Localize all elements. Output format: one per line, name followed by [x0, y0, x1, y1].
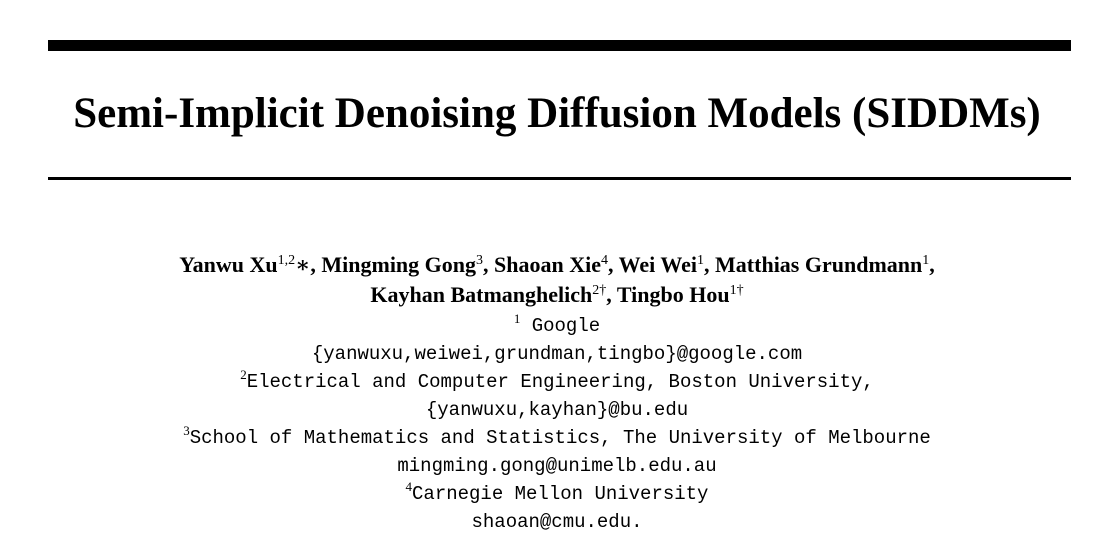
author-name: Shaoan Xie: [494, 252, 601, 277]
affiliation-4: 4Carnegie Mellon University: [0, 480, 1114, 508]
affiliation-mark: 4: [405, 479, 413, 494]
affiliation-4-email: shaoan@cmu.edu.: [471, 511, 643, 533]
affiliation-2-email: {yanwuxu,kayhan}@bu.edu: [425, 399, 689, 421]
author-separator: ,: [606, 282, 617, 307]
author-affiliation-mark: 1,2: [277, 253, 296, 268]
affiliation-1: 1 Google: [0, 312, 1114, 340]
affiliation-3-email: mingming.gong@unimelb.edu.au: [397, 455, 717, 477]
affiliation-1-email: {yanwuxu,weiwei,grundman,tingbo}@google.…: [311, 343, 803, 365]
author-affiliation-mark: 4: [601, 253, 608, 268]
author-separator: ,: [608, 252, 619, 277]
affiliation-list: 1 Google {yanwuxu,weiwei,grundman,tingbo…: [0, 312, 1114, 536]
affiliation-name: Google: [520, 315, 601, 337]
author-separator: ,: [310, 252, 322, 277]
author-name: Wei Wei: [618, 252, 698, 277]
affiliation-3: 3School of Mathematics and Statistics, T…: [0, 424, 1114, 452]
author-separator: ,: [929, 252, 935, 277]
author-affiliation-mark: 1: [922, 253, 930, 268]
affiliation-name: School of Mathematics and Statistics, Th…: [189, 427, 931, 449]
bottom-rule: [48, 177, 1071, 180]
author-affiliation-mark: 1†: [729, 283, 744, 298]
affiliation-mark: 1: [513, 311, 521, 326]
author-name: Kayhan Batmanghelich: [370, 282, 593, 307]
paper-title: Semi-Implicit Denoising Diffusion Models…: [73, 90, 1041, 137]
top-rule: [48, 40, 1071, 51]
author-list: Yanwu Xu1,2∗, Mingming Gong3, Shaoan Xie…: [0, 250, 1114, 310]
author-name: Yanwu Xu: [179, 252, 278, 277]
author-name: Mingming Gong: [321, 252, 477, 277]
author-note-mark: ∗: [295, 252, 311, 277]
affiliation-mark: 3: [183, 423, 190, 438]
affiliation-name: Carnegie Mellon University: [412, 483, 709, 505]
affiliation-2: 2Electrical and Computer Engineering, Bo…: [0, 368, 1114, 396]
author-line-1: Yanwu Xu1,2∗, Mingming Gong3, Shaoan Xie…: [0, 250, 1114, 280]
author-separator: ,: [704, 252, 716, 277]
author-name: Tingbo Hou: [616, 282, 730, 307]
author-affiliation-mark: 1: [697, 253, 705, 268]
author-separator: ,: [483, 252, 495, 277]
author-affiliation-mark: 3: [476, 253, 484, 268]
affiliation-name: Electrical and Computer Engineering, Bos…: [246, 371, 874, 393]
author-affiliation-mark: 2†: [592, 283, 607, 298]
author-name: Matthias Grundmann: [715, 252, 923, 277]
affiliation-mark: 2: [240, 367, 247, 382]
author-line-2: Kayhan Batmanghelich2†, Tingbo Hou1†: [0, 280, 1114, 310]
